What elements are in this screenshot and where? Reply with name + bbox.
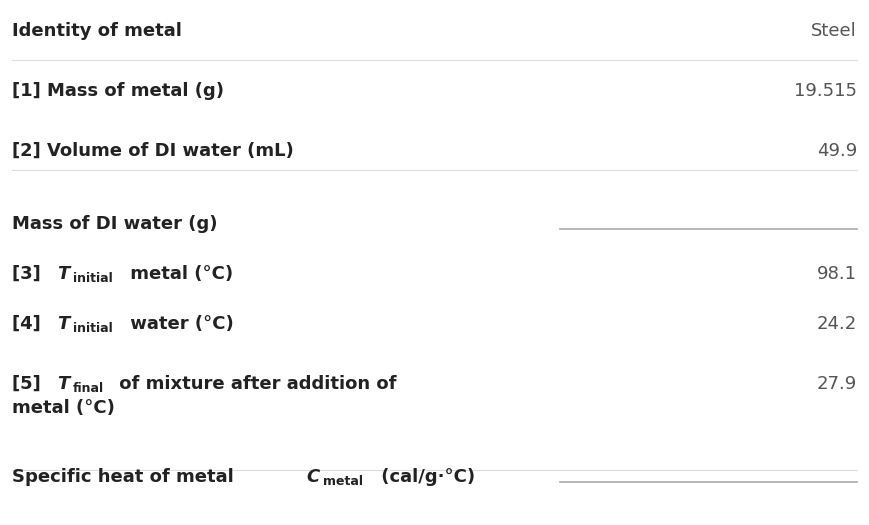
Text: metal (°C): metal (°C) — [124, 265, 234, 283]
Text: Identity of metal: Identity of metal — [12, 22, 182, 40]
Text: metal (°C): metal (°C) — [12, 399, 115, 417]
Text: [3]: [3] — [12, 265, 47, 283]
Text: Specific heat of metal: Specific heat of metal — [12, 468, 240, 486]
Text: 19.515: 19.515 — [794, 82, 857, 100]
Text: of mixture after addition of: of mixture after addition of — [113, 375, 396, 393]
Text: water (°C): water (°C) — [124, 315, 234, 333]
Text: [4]: [4] — [12, 315, 47, 333]
Text: initial: initial — [73, 272, 113, 285]
Text: [1] Mass of metal (g): [1] Mass of metal (g) — [12, 82, 224, 100]
Text: 49.9: 49.9 — [817, 142, 857, 160]
Text: T: T — [57, 375, 70, 393]
Text: T: T — [57, 315, 70, 333]
Text: initial: initial — [73, 322, 113, 335]
Text: T: T — [57, 265, 70, 283]
Text: final: final — [73, 382, 104, 395]
Text: (cal/g·°C): (cal/g·°C) — [375, 468, 475, 486]
Text: [5]: [5] — [12, 375, 47, 393]
Text: 24.2: 24.2 — [817, 315, 857, 333]
Text: C: C — [306, 468, 320, 486]
Text: Mass of DI water (g): Mass of DI water (g) — [12, 215, 217, 233]
Text: 98.1: 98.1 — [817, 265, 857, 283]
Text: Steel: Steel — [812, 22, 857, 40]
Text: 27.9: 27.9 — [817, 375, 857, 393]
Text: [2] Volume of DI water (mL): [2] Volume of DI water (mL) — [12, 142, 294, 160]
Text: metal: metal — [323, 475, 363, 488]
